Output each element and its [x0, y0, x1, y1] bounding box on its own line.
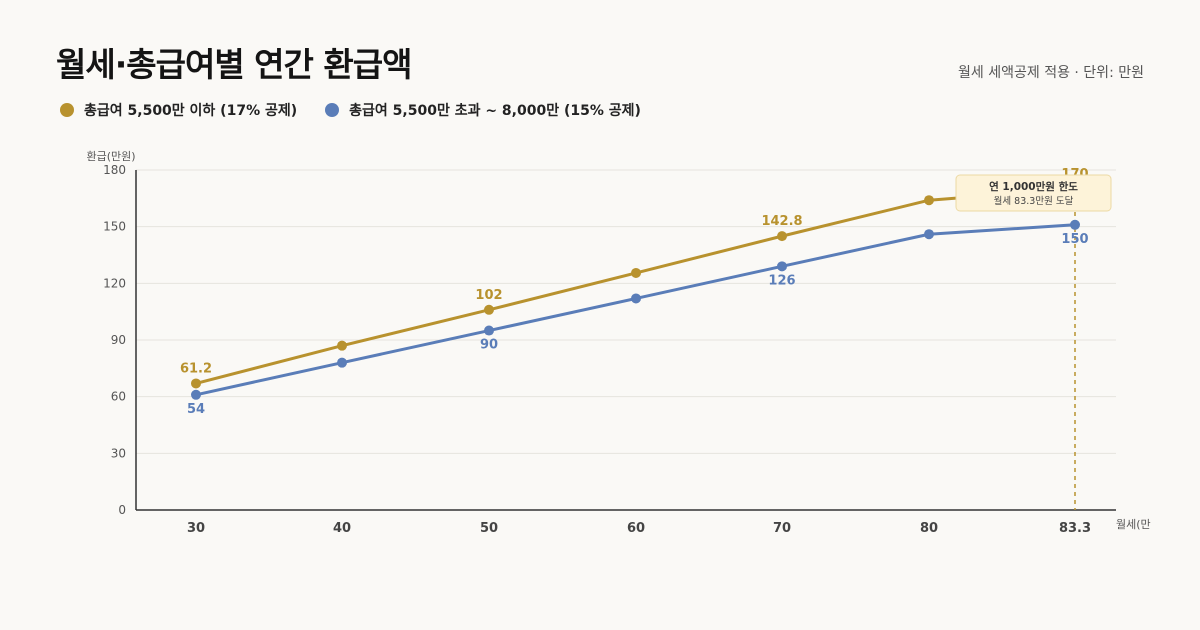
- legend: 총급여 5,500만 이하 (17% 공제) 총급여 5,500만 초과 ~ 8…: [60, 100, 641, 120]
- limit-callout-detail: 월세 83.3만원 도달: [994, 195, 1074, 207]
- legend-label-blue: 총급여 5,500만 초과 ~ 8,000만 (15% 공제): [349, 103, 641, 119]
- data-point-gold: [924, 195, 934, 206]
- data-label-gold: 61.2: [180, 361, 212, 376]
- x-tick-label: 83.3: [1059, 521, 1091, 536]
- y-axis-title: 환급(만원): [86, 150, 135, 163]
- data-label-blue: 150: [1061, 232, 1088, 247]
- y-tick-label: 0: [118, 503, 126, 517]
- data-point-gold: [337, 340, 347, 351]
- x-tick-label: 30: [187, 521, 205, 536]
- x-tick-label: 70: [773, 521, 791, 536]
- legend-item-gold: 총급여 5,500만 이하 (17% 공제): [60, 100, 297, 120]
- legend-label-gold: 총급여 5,500만 이하 (17% 공제): [84, 103, 298, 119]
- y-tick-label: 90: [111, 333, 126, 347]
- x-tick-label: 80: [920, 521, 938, 536]
- page-title: 월세·총급여별 연간 환급액: [56, 45, 412, 84]
- legend-marker-blue: [325, 103, 340, 117]
- limit-callout-box: [955, 174, 1112, 212]
- data-point-blue: [337, 357, 347, 368]
- x-tick-label: 50: [480, 521, 498, 536]
- data-point-blue: [924, 229, 934, 240]
- series-layer: [191, 180, 1080, 510]
- x-tick-label: 60: [627, 521, 645, 536]
- data-point-blue: [631, 293, 641, 304]
- y-tick-label: 150: [103, 220, 126, 234]
- data-point-gold: [484, 304, 494, 315]
- data-point-blue: [484, 325, 494, 336]
- data-point-blue: [191, 389, 201, 400]
- legend-marker-gold: [60, 103, 74, 117]
- data-label-blue: 126: [768, 273, 795, 288]
- x-tick-label: 40: [333, 521, 351, 536]
- y-tick-label: 60: [111, 390, 126, 404]
- data-point-gold: [777, 231, 787, 242]
- data-label-gold: 102: [475, 288, 502, 303]
- data-point-blue: [777, 261, 787, 272]
- chart-subtitle: 월세 세액공제 적용 · 단위: 만원: [958, 65, 1144, 81]
- data-label-blue: 54: [187, 402, 205, 417]
- series-line-gold: [195, 187, 1076, 385]
- x-axis-title: 월세(만: [1116, 518, 1151, 531]
- data-point-gold: [631, 267, 641, 278]
- data-label-blue: 90: [480, 338, 498, 353]
- y-tick-label: 120: [103, 276, 126, 290]
- y-tick-label: 180: [103, 163, 126, 177]
- limit-callout-title: 연 1,000만원 한도: [989, 180, 1078, 193]
- data-point-gold: [191, 378, 201, 389]
- grid-layer: [136, 169, 1116, 454]
- legend-item-blue: 총급여 5,500만 초과 ~ 8,000만 (15% 공제): [325, 100, 641, 120]
- y-tick-label: 30: [111, 446, 126, 460]
- series-line-blue: [195, 223, 1076, 397]
- data-label-gold: 142.8: [761, 214, 802, 229]
- data-point-blue: [1070, 219, 1080, 230]
